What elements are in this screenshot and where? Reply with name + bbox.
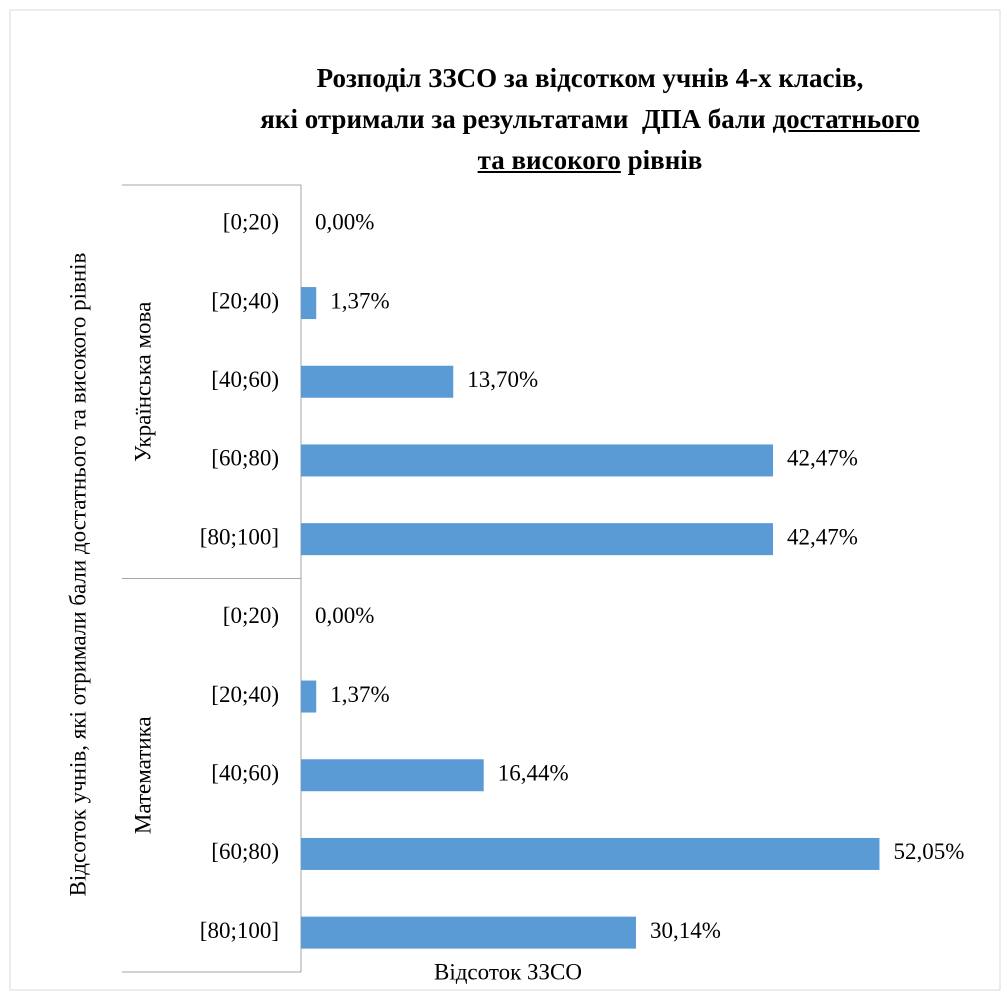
y-tick-label: [60;80) bbox=[211, 446, 279, 471]
bar bbox=[301, 680, 317, 713]
data-label: 30,14% bbox=[650, 918, 721, 943]
data-label: 16,44% bbox=[498, 761, 569, 786]
data-label: 1,37% bbox=[330, 682, 389, 707]
data-label: 1,37% bbox=[330, 288, 389, 313]
y-tick-label: [80;100] bbox=[200, 524, 279, 549]
x-axis-label: Відсоток ЗЗСО bbox=[434, 959, 582, 984]
y-tick-label: [80;100] bbox=[200, 918, 279, 943]
data-label: 42,47% bbox=[787, 446, 858, 471]
data-label: 0,00% bbox=[315, 210, 374, 235]
y-tick-label: [40;60) bbox=[211, 367, 279, 392]
title-segment: достатнього bbox=[772, 104, 920, 134]
chart-title: Розподіл ЗЗСО за відсотком учнів 4-х кла… bbox=[120, 58, 1001, 181]
y-tick-label: [0;20) bbox=[223, 210, 279, 235]
bar bbox=[301, 444, 773, 477]
bar bbox=[301, 837, 880, 870]
title-segment: Розподіл ЗЗСО за відсотком учнів 4-х кла… bbox=[316, 63, 864, 93]
title-line: Розподіл ЗЗСО за відсотком учнів 4-х кла… bbox=[120, 58, 1001, 99]
group-label: Українська мова bbox=[130, 302, 155, 462]
chart-border bbox=[9, 9, 1001, 991]
data-label: 13,70% bbox=[467, 367, 538, 392]
bar bbox=[301, 759, 484, 792]
title-line: та високого рівнів bbox=[120, 140, 1001, 181]
y-tick-label: [20;40) bbox=[211, 288, 279, 313]
title-segment: рівнів bbox=[620, 145, 703, 175]
title-segment: та високого bbox=[477, 145, 621, 175]
bar bbox=[301, 523, 773, 556]
data-label: 52,05% bbox=[893, 839, 964, 864]
title-segment: які отримали за результатами ДПА бали bbox=[260, 104, 773, 134]
y-tick-label: [40;60) bbox=[211, 761, 279, 786]
data-label: 42,47% bbox=[787, 524, 858, 549]
y-tick-label: [60;80) bbox=[211, 839, 279, 864]
data-label: 0,00% bbox=[315, 603, 374, 628]
y-tick-label: [0;20) bbox=[223, 603, 279, 628]
bar bbox=[301, 287, 317, 320]
y-axis-label: Відсоток учнів, які отримали бали достат… bbox=[65, 252, 90, 896]
y-tick-label: [20;40) bbox=[211, 682, 279, 707]
bar bbox=[301, 365, 454, 398]
group-label: Математика bbox=[130, 716, 155, 834]
bar bbox=[301, 916, 636, 949]
title-line: які отримали за результатами ДПА бали до… bbox=[120, 99, 1001, 140]
